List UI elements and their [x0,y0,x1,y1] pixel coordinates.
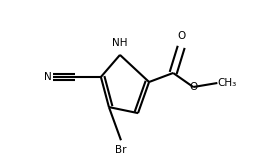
Text: O: O [189,82,197,92]
Text: O: O [177,31,185,41]
Text: N: N [44,72,52,82]
Text: CH₃: CH₃ [217,78,237,88]
Text: NH: NH [112,38,128,48]
Text: Br: Br [115,145,127,155]
